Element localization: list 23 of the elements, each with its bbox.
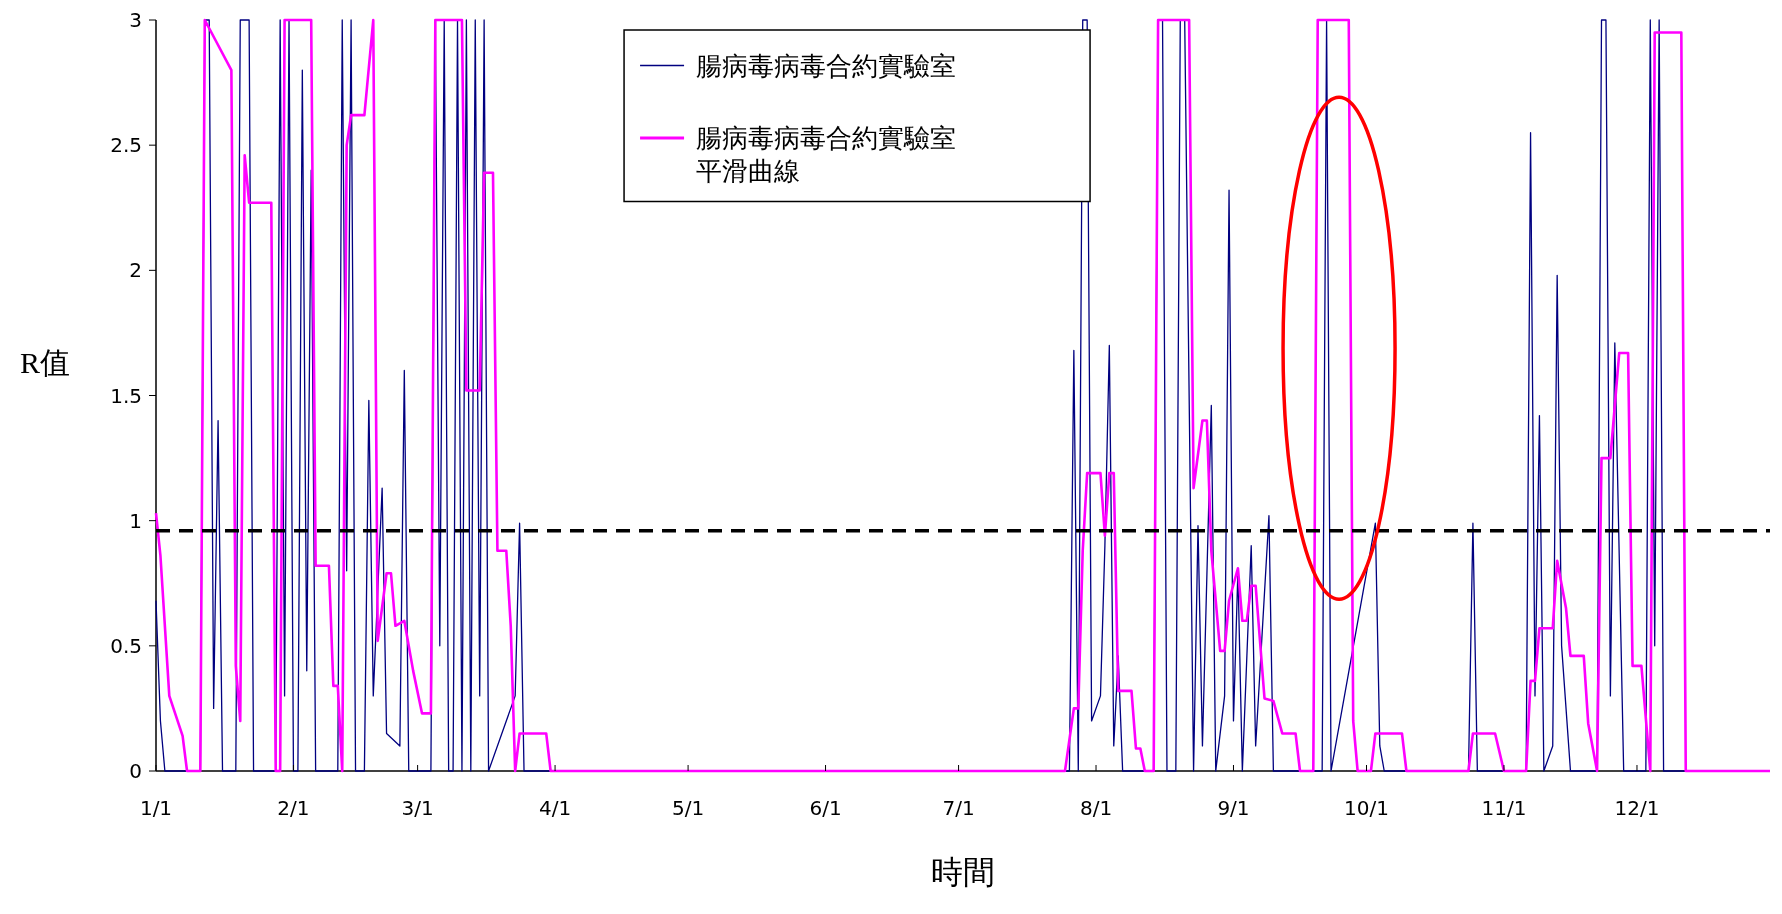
- x-tick-label: 5/1: [671, 796, 705, 820]
- x-tick-label: 6/1: [809, 796, 842, 820]
- legend-label: 腸病毒病毒合約實驗室: [696, 50, 957, 81]
- x-tick-label: 1/1: [139, 796, 173, 820]
- x-tick-label: 4/1: [538, 796, 572, 820]
- x-tick-label: 8/1: [1079, 796, 1113, 820]
- x-axis-title: 時間: [931, 853, 995, 891]
- x-tick-label: 7/1: [942, 796, 975, 820]
- y-tick-label: 1: [129, 508, 142, 533]
- y-tick-label: 2: [129, 258, 142, 283]
- x-tick-label: 3/1: [401, 796, 434, 820]
- y-tick-label: 0: [129, 759, 142, 783]
- x-tick-label: 11/1: [1481, 796, 1527, 820]
- y-tick-label: 2.5: [110, 133, 142, 158]
- x-tick-label: 12/1: [1614, 796, 1660, 820]
- x-tick-label: 9/1: [1217, 796, 1250, 820]
- legend-label: 腸病毒病毒合約實驗室平滑曲線: [696, 123, 957, 186]
- x-tick-label: 10/1: [1344, 796, 1389, 820]
- y-axis-title: R值: [20, 345, 71, 379]
- y-tick-label: 3: [129, 8, 142, 32]
- y-tick-label: 0.5: [110, 633, 142, 658]
- y-tick-label: 1.5: [110, 383, 142, 408]
- x-tick-label: 2/1: [277, 796, 310, 820]
